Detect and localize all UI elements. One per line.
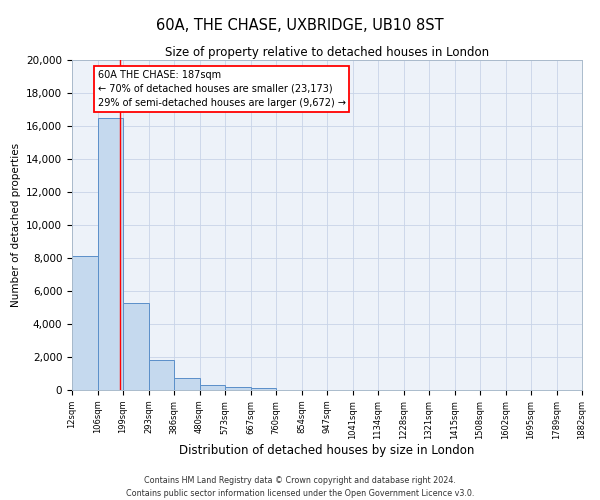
Bar [72,256,97,390]
Y-axis label: Number of detached properties: Number of detached properties [11,143,20,307]
Bar [123,302,149,390]
Bar [97,118,123,390]
Bar [174,378,199,390]
Title: Size of property relative to detached houses in London: Size of property relative to detached ho… [165,46,489,59]
Bar [199,385,225,390]
Text: 60A THE CHASE: 187sqm
← 70% of detached houses are smaller (23,173)
29% of semi-: 60A THE CHASE: 187sqm ← 70% of detached … [97,70,346,108]
X-axis label: Distribution of detached houses by size in London: Distribution of detached houses by size … [179,444,475,458]
Bar [149,360,174,390]
Bar [251,388,276,390]
Text: Contains HM Land Registry data © Crown copyright and database right 2024.
Contai: Contains HM Land Registry data © Crown c… [126,476,474,498]
Bar [225,386,251,390]
Text: 60A, THE CHASE, UXBRIDGE, UB10 8ST: 60A, THE CHASE, UXBRIDGE, UB10 8ST [156,18,444,32]
